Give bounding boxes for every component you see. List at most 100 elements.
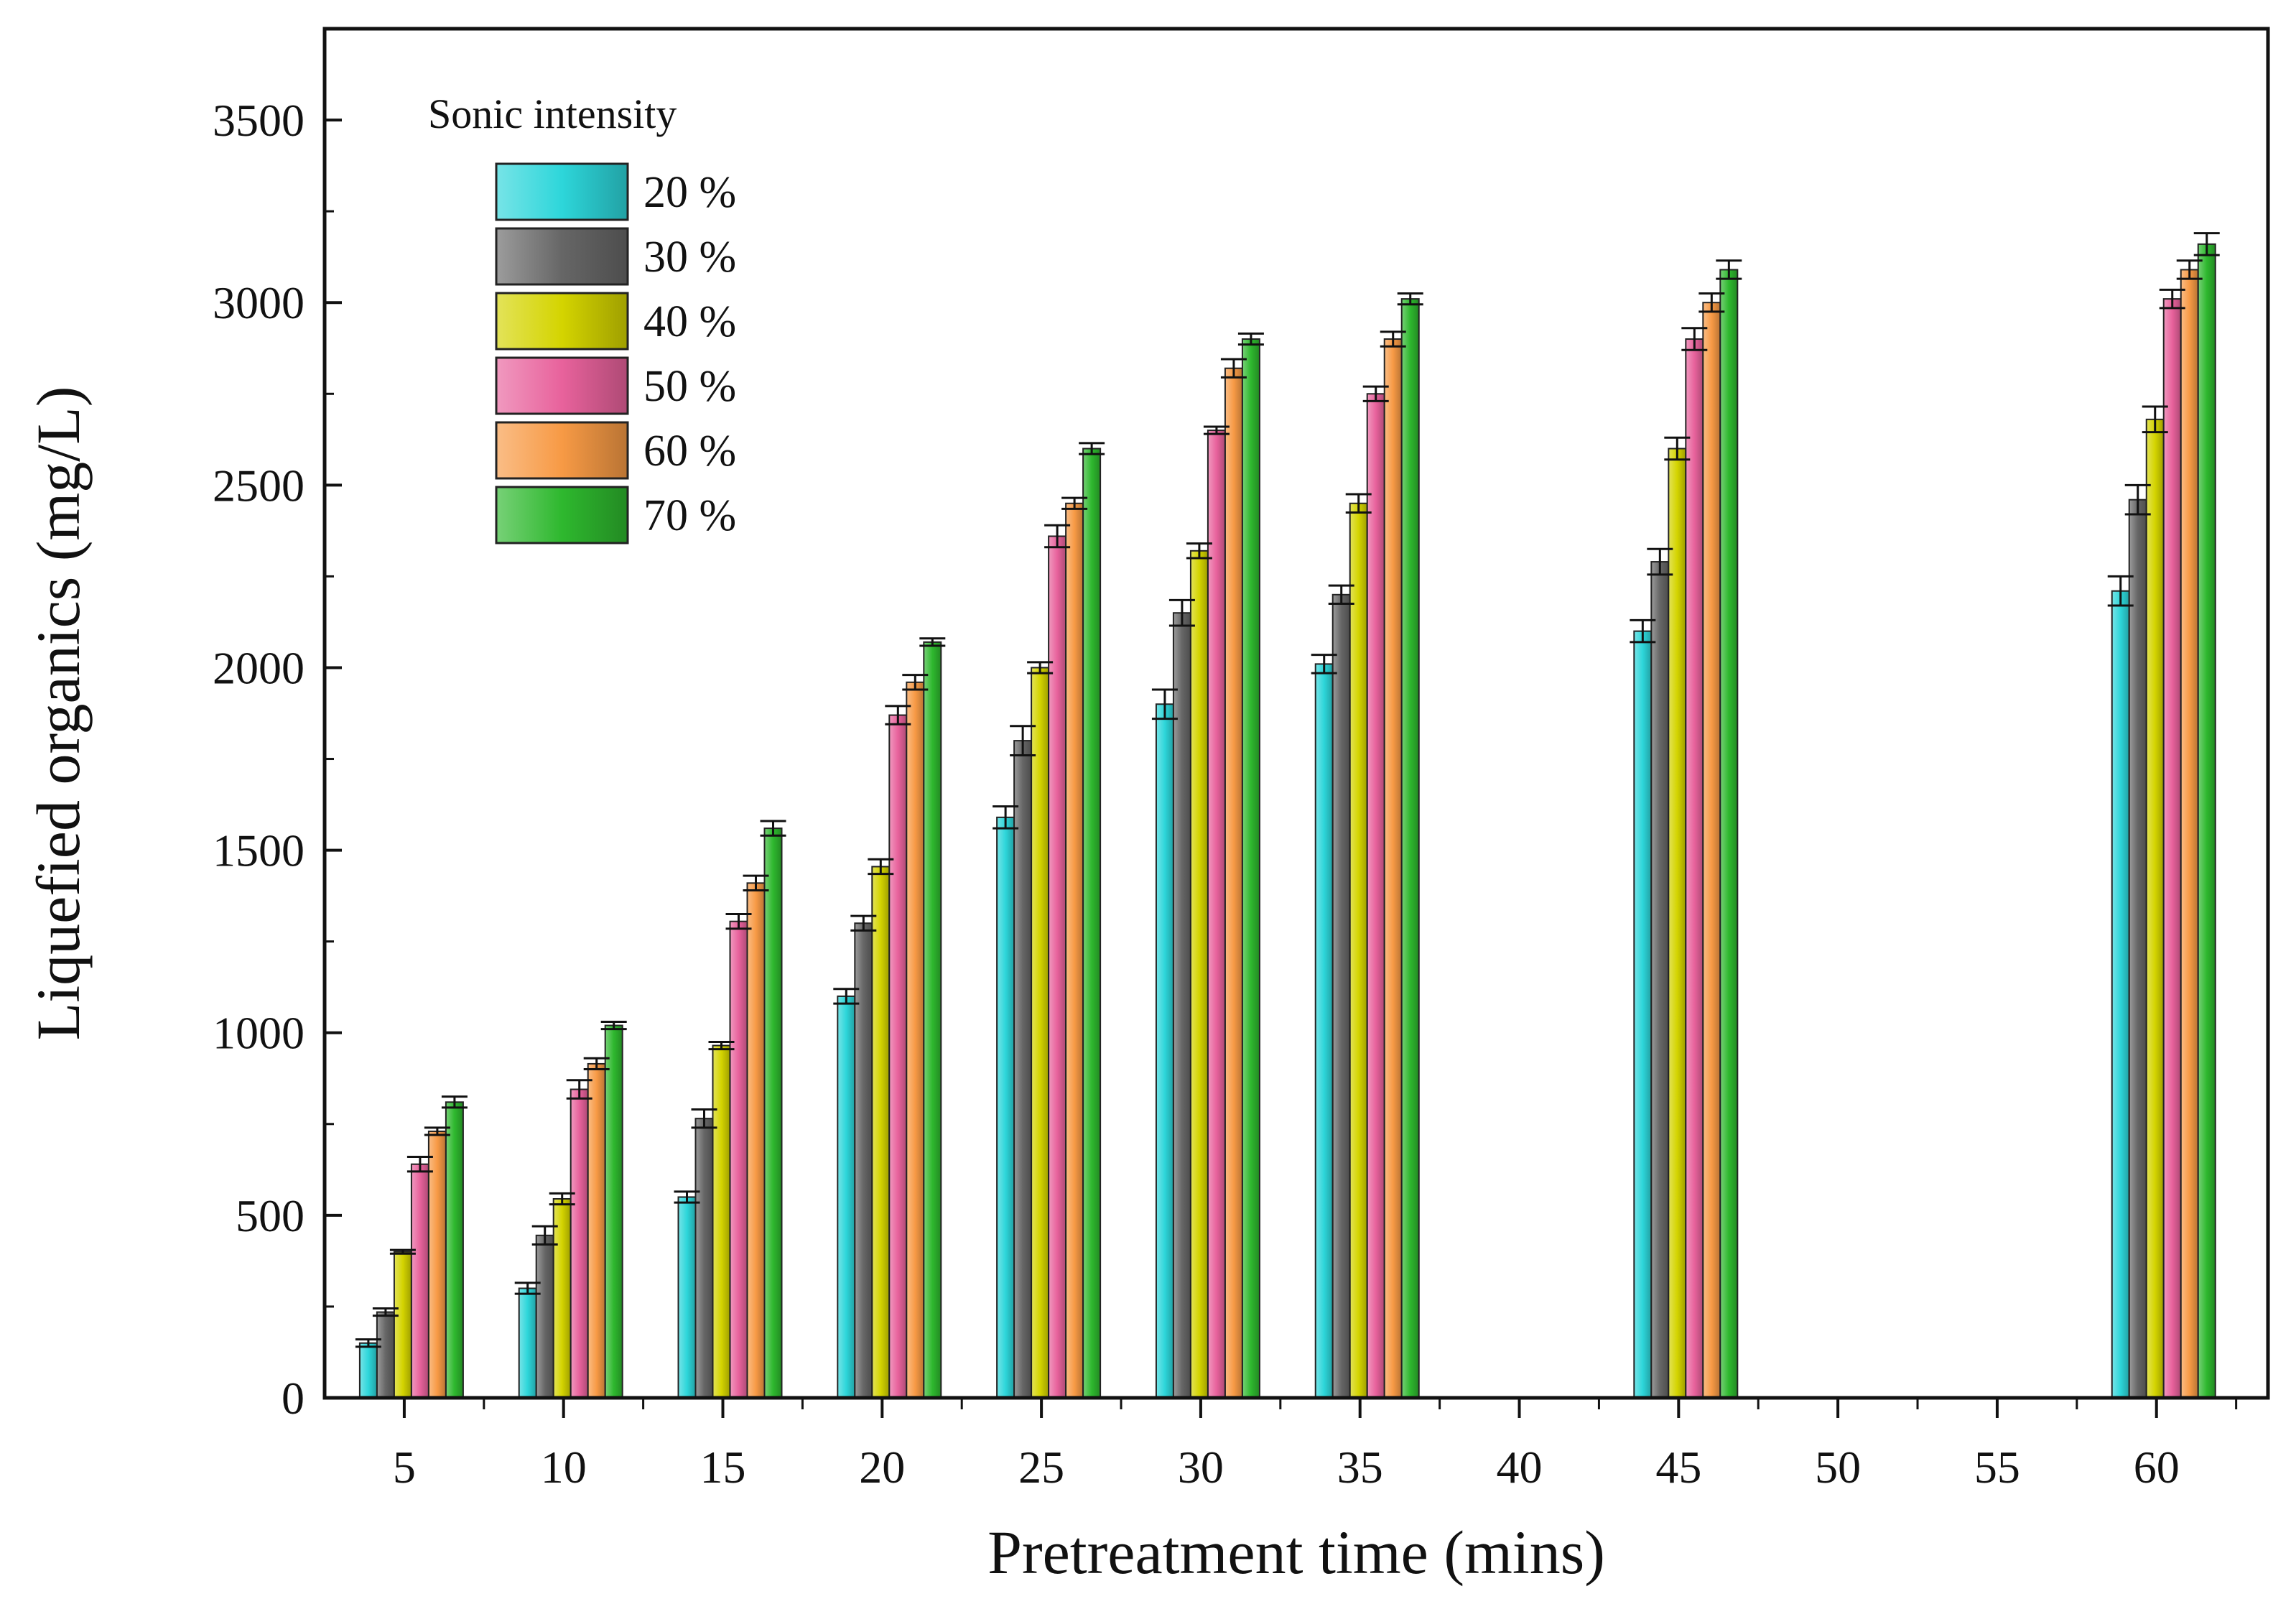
x-tick-label: 20 <box>859 1442 905 1493</box>
x-tick-label: 60 <box>2134 1442 2180 1493</box>
y-axis-title: Liquefied organics (mg/L) <box>24 386 93 1041</box>
bar-60pct-30min <box>1224 367 1243 1399</box>
legend-label-60: 60 % <box>643 427 736 476</box>
error-bar <box>885 705 911 725</box>
legend-swatch-20 <box>495 162 629 221</box>
y-tick-label: 2000 <box>213 642 305 693</box>
error-bar <box>833 988 860 1005</box>
legend-label-40: 40 % <box>643 297 736 346</box>
bar-70pct-30min <box>1241 338 1260 1399</box>
x-tick-label: 50 <box>1815 1442 1861 1493</box>
bar-60pct-15min <box>746 882 766 1399</box>
bar-40pct-60min <box>2145 418 2165 1399</box>
legend-swatch-60 <box>495 421 629 480</box>
error-bar <box>424 1126 450 1136</box>
bar-50pct-20min <box>888 714 908 1399</box>
bar-70pct-20min <box>923 641 942 1399</box>
error-bar <box>1186 542 1212 560</box>
legend-title: Sonic intensity <box>428 91 677 137</box>
bar-20pct-45min <box>1633 630 1653 1399</box>
bar-60pct-45min <box>1702 302 1721 1399</box>
error-bar <box>1630 618 1656 644</box>
bar-40pct-10min <box>552 1197 572 1399</box>
error-bar <box>2193 232 2220 256</box>
legend-swatch-40 <box>495 292 629 351</box>
bar-50pct-15min <box>729 920 748 1399</box>
x-tick-label: 45 <box>1655 1442 1701 1493</box>
x-tick-label: 25 <box>1018 1442 1064 1493</box>
x-tick-label: 30 <box>1178 1442 1224 1493</box>
error-bar <box>1079 442 1105 455</box>
x-tick-label: 10 <box>541 1442 587 1493</box>
error-bar <box>372 1307 399 1317</box>
bar-70pct-5min <box>445 1101 464 1399</box>
bar-40pct-35min <box>1349 502 1368 1399</box>
bar-40pct-30min <box>1189 550 1209 1399</box>
error-bar <box>1681 327 1708 351</box>
error-bar <box>531 1225 558 1246</box>
bar-60pct-25min <box>1065 502 1084 1399</box>
bar-70pct-60min <box>2197 243 2216 1399</box>
y-tick-label: 2500 <box>213 460 305 511</box>
bar-30pct-25min <box>1013 740 1033 1399</box>
plot-area-frame <box>322 27 2270 1400</box>
bar-40pct-5min <box>393 1251 412 1399</box>
error-bar <box>441 1095 468 1109</box>
bar-50pct-60min <box>2162 298 2182 1399</box>
bar-50pct-10min <box>570 1088 589 1399</box>
error-bar <box>725 913 752 930</box>
legend: Sonic intensity 20 % 30 % 40 % 50 % 60 % 70 % <box>428 91 736 544</box>
bar-20pct-10min <box>518 1287 537 1399</box>
error-bar <box>389 1248 416 1255</box>
error-bar <box>1716 259 1742 280</box>
bar-50pct-25min <box>1048 535 1067 1399</box>
bar-70pct-15min <box>763 828 783 1399</box>
error-bar <box>674 1190 700 1204</box>
bar-20pct-35min <box>1314 663 1334 1399</box>
error-bar <box>743 874 769 892</box>
error-bar <box>1698 292 1725 313</box>
error-bar <box>2176 259 2203 280</box>
bar-60pct-20min <box>906 681 925 1399</box>
error-bar <box>1203 425 1230 435</box>
x-axis-title: Pretreatment time (mins) <box>987 1518 1605 1587</box>
error-bar <box>1237 332 1264 346</box>
error-bar <box>1027 661 1054 674</box>
error-bar <box>1397 292 1423 306</box>
bar-30pct-45min <box>1650 561 1670 1399</box>
error-bar <box>1345 493 1372 514</box>
bar-40pct-15min <box>712 1044 731 1399</box>
y-axis-ticks: 0 500 1000 1500 2000 2500 3000 3500 <box>213 95 342 1424</box>
y-tick-label: 0 <box>282 1373 305 1424</box>
error-bar <box>1664 436 1691 461</box>
x-tick-label: 5 <box>393 1442 416 1493</box>
bar-70pct-10min <box>604 1024 623 1399</box>
error-bar <box>2107 575 2134 607</box>
error-bar <box>1647 547 1673 576</box>
y-tick-label: 1000 <box>213 1008 305 1059</box>
bar-30pct-30min <box>1172 612 1191 1399</box>
bar-60pct-60min <box>2180 269 2199 1399</box>
legend-swatch-50 <box>495 356 629 415</box>
bar-50pct-30min <box>1207 430 1226 1399</box>
bar-20pct-25min <box>996 816 1015 1399</box>
x-tick-label: 35 <box>1337 1442 1383 1493</box>
error-bar <box>1328 584 1354 606</box>
error-bar <box>1380 330 1406 348</box>
x-tick-label: 15 <box>700 1442 746 1493</box>
bar-20pct-60min <box>2111 590 2130 1399</box>
bar-30pct-10min <box>535 1234 554 1399</box>
bar-20pct-15min <box>677 1196 697 1399</box>
legend-swatch-30 <box>495 227 629 286</box>
error-bar <box>1061 496 1088 510</box>
bar-60pct-10min <box>587 1062 606 1399</box>
bar-20pct-5min <box>358 1342 378 1399</box>
bar-30pct-5min <box>376 1311 395 1399</box>
error-bar <box>1044 524 1071 549</box>
error-bar <box>1362 385 1389 402</box>
bar-40pct-20min <box>871 866 891 1399</box>
error-bar <box>850 914 877 932</box>
error-bar <box>760 820 786 837</box>
